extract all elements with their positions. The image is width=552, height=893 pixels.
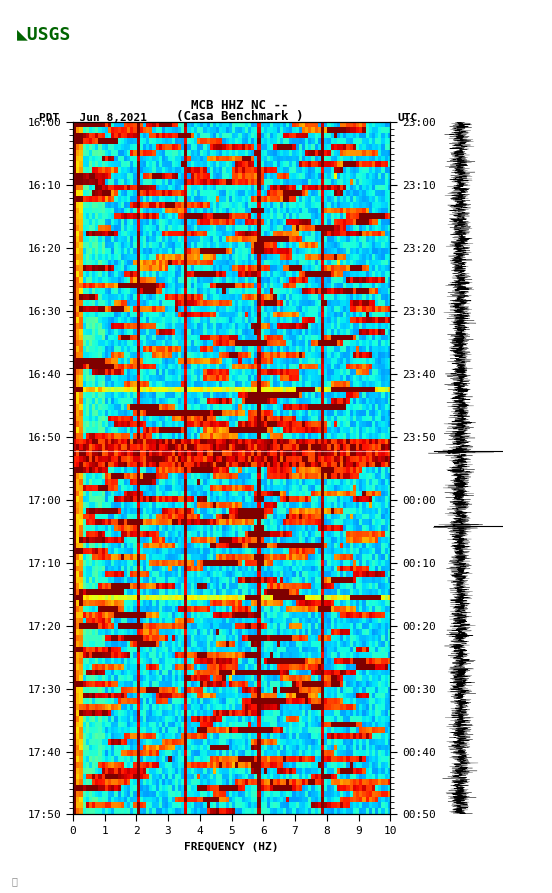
Text: ◣USGS: ◣USGS: [17, 25, 71, 43]
Text: PDT   Jun 8,2021: PDT Jun 8,2021: [39, 113, 147, 123]
X-axis label: FREQUENCY (HZ): FREQUENCY (HZ): [184, 842, 279, 852]
Text: (Casa Benchmark ): (Casa Benchmark ): [177, 110, 304, 123]
Text: UTC: UTC: [397, 113, 418, 123]
Text: MCB HHZ NC --: MCB HHZ NC --: [192, 98, 289, 112]
Text: ᴍ: ᴍ: [11, 876, 17, 886]
